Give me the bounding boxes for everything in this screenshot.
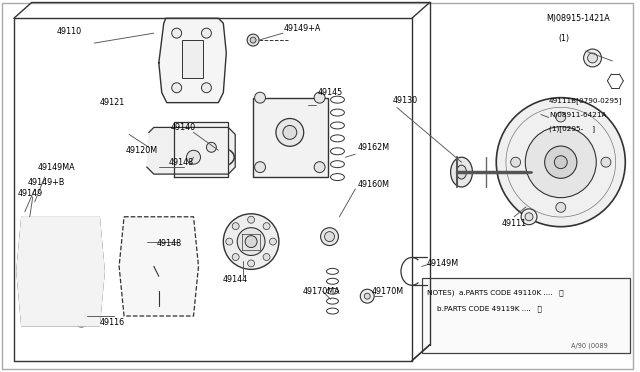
Circle shape — [556, 202, 566, 212]
Circle shape — [364, 293, 370, 299]
Circle shape — [77, 315, 85, 323]
Circle shape — [584, 49, 602, 67]
Circle shape — [255, 92, 266, 103]
Circle shape — [226, 238, 233, 245]
Circle shape — [172, 83, 182, 93]
Circle shape — [263, 254, 270, 260]
Circle shape — [207, 142, 216, 152]
Circle shape — [521, 209, 537, 225]
Text: 49145: 49145 — [317, 88, 343, 97]
Circle shape — [247, 34, 259, 46]
Text: 49149+B: 49149+B — [28, 177, 65, 186]
Text: 49140: 49140 — [171, 123, 196, 132]
Text: 49170M: 49170M — [371, 287, 403, 296]
Text: 49130: 49130 — [393, 96, 418, 105]
Text: 49116: 49116 — [99, 318, 124, 327]
Text: NOTES)  a.PARTS CODE 49110K ....   ⒪: NOTES) a.PARTS CODE 49110K .... ⒪ — [427, 289, 563, 295]
Circle shape — [525, 213, 533, 221]
Text: A/90 (0089: A/90 (0089 — [571, 343, 607, 349]
Ellipse shape — [510, 164, 522, 180]
Circle shape — [232, 254, 239, 260]
Circle shape — [496, 98, 625, 227]
Text: 49149: 49149 — [18, 189, 43, 198]
Circle shape — [360, 289, 374, 303]
Circle shape — [202, 83, 211, 93]
Text: b.PARTS CODE 49119K ....   ⓑ: b.PARTS CODE 49119K .... ⓑ — [436, 306, 541, 312]
Polygon shape — [159, 18, 227, 103]
Circle shape — [269, 238, 276, 245]
Circle shape — [314, 162, 325, 173]
Text: 49110: 49110 — [56, 27, 82, 36]
Circle shape — [248, 260, 255, 267]
Circle shape — [556, 112, 566, 122]
Circle shape — [74, 311, 90, 327]
Circle shape — [525, 127, 596, 198]
Text: M)08915-1421A: M)08915-1421A — [546, 14, 610, 23]
Text: 49148: 49148 — [157, 239, 182, 248]
Circle shape — [237, 228, 265, 256]
Circle shape — [187, 150, 200, 164]
Circle shape — [545, 146, 577, 178]
Text: 49170MA: 49170MA — [303, 287, 340, 296]
Circle shape — [255, 162, 266, 173]
Circle shape — [321, 228, 339, 246]
Polygon shape — [147, 128, 236, 174]
Circle shape — [511, 157, 520, 167]
Bar — [253, 98, 328, 177]
Bar — [422, 278, 630, 353]
Text: N)08911-6421A: N)08911-6421A — [549, 111, 606, 118]
Circle shape — [250, 37, 256, 43]
Text: 49149M: 49149M — [427, 259, 459, 268]
Circle shape — [81, 264, 94, 278]
Ellipse shape — [52, 256, 70, 286]
Text: 49120M: 49120M — [126, 146, 158, 155]
Circle shape — [202, 28, 211, 38]
Text: (1): (1) — [559, 33, 570, 43]
Text: 49111: 49111 — [501, 219, 526, 228]
Circle shape — [314, 92, 325, 103]
Text: (1)[0295-    ]: (1)[0295- ] — [549, 125, 595, 132]
Polygon shape — [119, 217, 198, 316]
Circle shape — [601, 157, 611, 167]
Bar — [182, 40, 204, 78]
Text: 49149+A: 49149+A — [284, 24, 321, 33]
Text: 49160M: 49160M — [357, 180, 389, 189]
Circle shape — [36, 228, 54, 246]
Ellipse shape — [451, 157, 472, 187]
Circle shape — [232, 223, 239, 230]
Ellipse shape — [456, 165, 467, 179]
Circle shape — [223, 214, 279, 269]
Text: 49111B[0790-0295]: 49111B[0790-0295] — [549, 97, 622, 104]
Ellipse shape — [283, 125, 297, 140]
Circle shape — [28, 264, 42, 278]
Polygon shape — [17, 217, 104, 326]
Text: 49149MA: 49149MA — [38, 163, 76, 171]
Circle shape — [172, 28, 182, 38]
Circle shape — [324, 232, 335, 241]
Circle shape — [554, 156, 567, 169]
Circle shape — [36, 297, 54, 315]
Circle shape — [245, 235, 257, 247]
Circle shape — [68, 297, 86, 315]
Ellipse shape — [276, 119, 304, 146]
Text: 49162M: 49162M — [357, 143, 389, 152]
Text: 49144: 49144 — [222, 275, 248, 284]
Circle shape — [248, 216, 255, 223]
Text: 49148: 49148 — [169, 158, 194, 167]
Text: 49121: 49121 — [99, 98, 125, 107]
Polygon shape — [173, 122, 228, 177]
Circle shape — [68, 228, 86, 246]
Circle shape — [588, 53, 598, 63]
Circle shape — [263, 223, 270, 230]
